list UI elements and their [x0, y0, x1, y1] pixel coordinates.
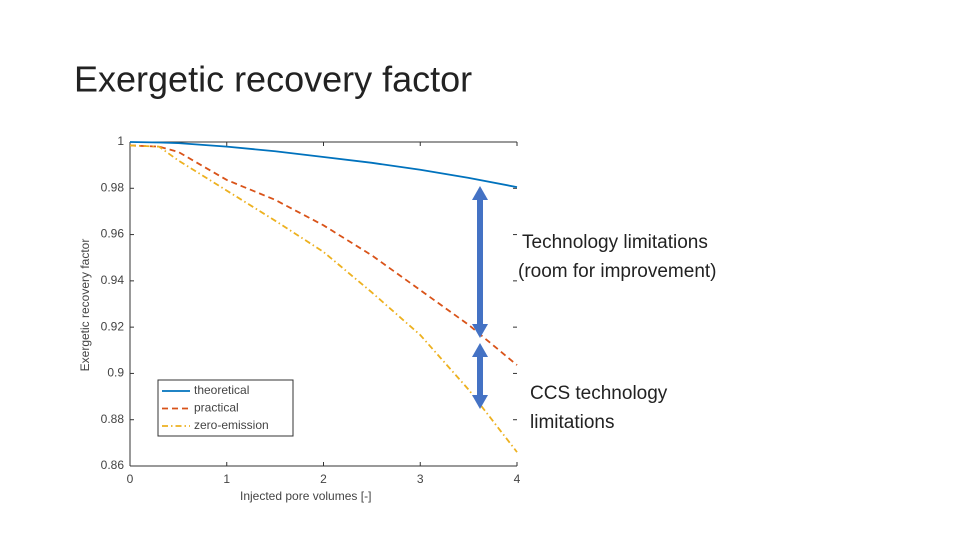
arrow-head: [472, 324, 488, 338]
line-series: [129, 141, 518, 189]
arrow-head: [472, 395, 488, 409]
slide-title: Exergetic recovery factor: [74, 59, 472, 100]
legend-label: zero-emission: [194, 418, 269, 432]
annotation: limitations: [530, 412, 614, 433]
x-tick-label: 4: [514, 472, 521, 486]
x-tick-label: 0: [127, 472, 134, 486]
y-tick-label: 0.9: [107, 366, 124, 380]
x-axis-label: Injected pore volumes [-]: [240, 489, 371, 503]
line-series: [129, 144, 518, 453]
y-tick-label: 1: [117, 134, 124, 148]
x-tick-label: 2: [320, 472, 327, 486]
legend-label: theoretical: [194, 383, 249, 397]
y-tick-label: 0.86: [101, 458, 125, 472]
x-tick-label: 3: [417, 472, 424, 486]
y-tick-label: 0.94: [101, 273, 125, 287]
line-series: [129, 144, 518, 366]
arrow-head: [472, 186, 488, 200]
y-axis-label: Exergetic recovery factor: [78, 239, 92, 372]
annotation: Technology limitations: [522, 232, 708, 253]
x-tick-label: 1: [223, 472, 230, 486]
y-tick-label: 0.96: [101, 227, 125, 241]
plot: 0.86 0.88 0.9 0.92 0.94 0.96 0.98 1 0 1 2 3 4 theoret…: [101, 134, 521, 486]
legend-label: practical: [194, 401, 239, 415]
y-tick-label: 0.98: [101, 180, 125, 194]
y-tick-label: 0.92: [101, 319, 125, 333]
annotation: (room for improvement): [518, 261, 717, 282]
annotation: CCS technology: [530, 383, 668, 404]
y-tick-label: 0.88: [101, 412, 125, 426]
arrow-head: [472, 343, 488, 357]
